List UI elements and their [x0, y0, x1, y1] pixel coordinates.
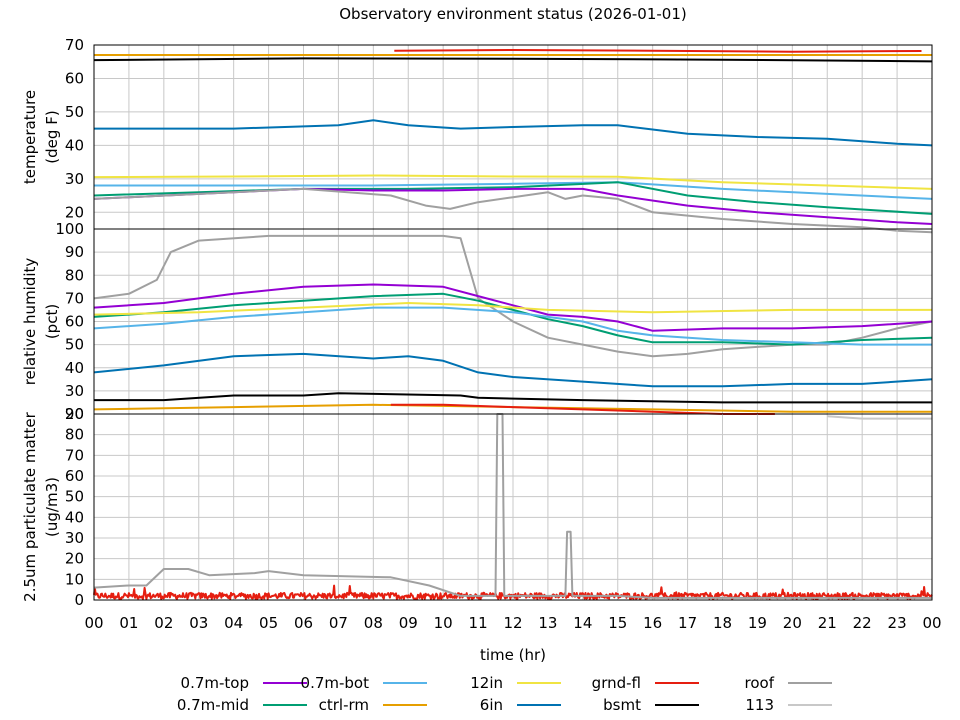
legend-label: 0.7m-bot — [301, 674, 370, 692]
legend-item-0.7m-bot: 0.7m-bot — [301, 674, 427, 692]
legend-item-roof: roof — [745, 674, 832, 692]
y-tick-label: 50 — [65, 488, 84, 506]
panel-1: 20 30 40 50 60 70 temperature (deg F) — [21, 36, 933, 234]
series-line-6in — [93, 352, 933, 388]
y-axis-label: relative humidity — [21, 258, 39, 386]
legend-label: 12in — [470, 674, 503, 692]
series-line-roof — [93, 413, 932, 599]
y-tick-label: 30 — [65, 382, 84, 400]
y-tick-label: 90 — [65, 243, 84, 261]
y-tick-label: 40 — [65, 508, 84, 526]
x-axis-label: time (hr) — [480, 646, 546, 664]
legend-item-6in: 6in — [480, 696, 561, 714]
y-tick-label: 30 — [65, 170, 84, 188]
y-tick-label: 60 — [65, 69, 84, 87]
chart-title: Observatory environment status (2026-01-… — [339, 5, 687, 23]
y-axis-label: temperature — [21, 90, 39, 184]
legend-item-12in: 12in — [470, 674, 561, 692]
legend-item-113: 113 — [745, 696, 832, 714]
legend-item-0.7m-mid: 0.7m-mid — [177, 696, 307, 714]
x-tick-label: 19 — [748, 614, 767, 632]
x-tick-label: 00 — [922, 614, 941, 632]
legend-label: ctrl-rm — [319, 696, 369, 714]
x-tick-label: 13 — [538, 614, 557, 632]
x-tick-label: 05 — [259, 614, 278, 632]
series-line-6in — [94, 119, 933, 147]
y-tick-label: 20 — [65, 405, 84, 423]
series-line-0.7m-bot — [94, 181, 933, 200]
y-axis-unit-label: (deg F) — [43, 110, 61, 163]
legend-label: bsmt — [603, 696, 641, 714]
x-tick-label: 22 — [853, 614, 872, 632]
x-tick-label: 11 — [469, 614, 488, 632]
panel-3: 0 10 20 30 40 50 60 70 80 90 2.5um particulate mat… — [21, 405, 933, 609]
legend-item-grnd-fl: grnd-fl — [592, 674, 699, 692]
legend-label: grnd-fl — [592, 674, 641, 692]
x-tick-label: 17 — [678, 614, 697, 632]
y-tick-label: 50 — [65, 336, 84, 354]
x-tick-label: 23 — [888, 614, 907, 632]
x-tick-label: 02 — [154, 614, 173, 632]
y-tick-label: 100 — [55, 220, 84, 238]
x-tick-label: 06 — [294, 614, 313, 632]
x-tick-label: 10 — [434, 614, 453, 632]
y-tick-label: 10 — [65, 570, 84, 588]
series-line-roof — [93, 187, 933, 234]
legend-item-ctrl-rm: ctrl-rm — [319, 696, 427, 714]
legend-label: 6in — [480, 696, 503, 714]
x-tick-label: 01 — [119, 614, 138, 632]
y-tick-label: 60 — [65, 467, 84, 485]
x-tick-label: 07 — [329, 614, 348, 632]
x-tick-label: 20 — [783, 614, 802, 632]
legend-label: 0.7m-mid — [177, 696, 249, 714]
y-tick-label: 0 — [74, 591, 84, 609]
y-tick-label: 40 — [65, 136, 84, 154]
y-axis-unit-label: (ug/m3) — [43, 477, 61, 537]
y-axis-unit-label: (pct) — [43, 304, 61, 339]
legend-label: roof — [745, 674, 775, 692]
x-tick-label: 08 — [364, 614, 383, 632]
plot-panels: 20 30 40 50 60 70 temperature (deg F) 20 30 40 50 60… — [21, 36, 933, 609]
series-line-0.7m-bot — [93, 306, 932, 346]
legend-label: 0.7m-top — [181, 674, 249, 692]
y-tick-label: 70 — [65, 36, 84, 54]
y-tick-label: 40 — [65, 359, 84, 377]
legend-label: 113 — [745, 696, 774, 714]
series-line-bsmt — [93, 57, 933, 63]
x-tick-label: 12 — [503, 614, 522, 632]
y-tick-label: 70 — [65, 446, 84, 464]
x-tick-label: 00 — [84, 614, 103, 632]
y-tick-label: 20 — [65, 203, 84, 221]
series-line-12in — [93, 302, 932, 316]
x-tick-label: 16 — [643, 614, 662, 632]
x-axis: 00 01 02 03 04 05 06 07 08 09 10 11 12 13 14 15 16 17 18 19… — [84, 614, 941, 632]
y-tick-label: 80 — [65, 266, 84, 284]
legend: 0.7m-top 0.7m-mid 0.7m-bot ctrl-rm 12in 6in gr… — [177, 674, 832, 714]
x-tick-label: 15 — [608, 614, 627, 632]
y-tick-label: 30 — [65, 529, 84, 547]
x-tick-label: 09 — [399, 614, 418, 632]
x-tick-label: 03 — [189, 614, 208, 632]
series-line-12in — [93, 174, 933, 190]
series-line-grnd-fl — [394, 49, 922, 53]
y-tick-label: 90 — [65, 405, 84, 423]
y-tick-label: 60 — [65, 313, 84, 331]
legend-item-bsmt: bsmt — [603, 696, 699, 714]
x-tick-label: 18 — [713, 614, 732, 632]
x-tick-label: 21 — [818, 614, 837, 632]
legend-item-0.7m-top: 0.7m-top — [181, 674, 307, 692]
x-tick-label: 04 — [224, 614, 243, 632]
y-tick-label: 50 — [65, 103, 84, 121]
y-tick-label: 70 — [65, 289, 84, 307]
x-tick-label: 14 — [573, 614, 592, 632]
series-line-113 — [827, 415, 932, 420]
y-tick-label: 20 — [65, 550, 84, 568]
y-axis-label: 2.5um particulate matter — [21, 411, 39, 601]
y-tick-label: 80 — [65, 426, 84, 444]
series-line-bsmt — [94, 392, 932, 404]
panel-frame — [93, 413, 933, 601]
series-line-0.7m-top — [93, 283, 933, 332]
panel-2: 20 30 40 50 60 70 80 90 100 relative humidity (pct… — [21, 220, 933, 423]
